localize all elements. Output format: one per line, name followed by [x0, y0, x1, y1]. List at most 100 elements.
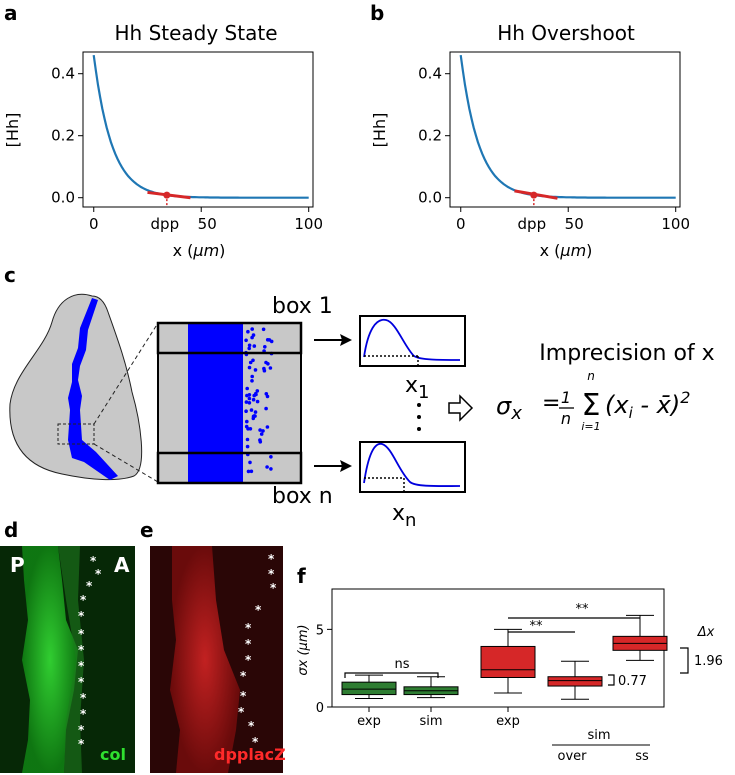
hh-gradient-curve [92, 54, 309, 199]
cell-dot [244, 400, 249, 404]
wing-disc-dpp-stripe [68, 298, 118, 480]
panel-c-schematic: c box 1 box n x1 xn [4, 263, 715, 531]
panel-e-dpplacz-image: e ************ dpplacZ [140, 518, 286, 773]
dpplacz-caption: dpplacZ [214, 745, 286, 764]
boundary-star: * [268, 552, 275, 566]
box-dpp-sim-over [547, 676, 603, 687]
x-axis-label: x (μm) [173, 241, 226, 260]
ellipsis-dot [417, 427, 421, 431]
cell-dot [251, 397, 256, 402]
cell-dot [245, 437, 250, 442]
cell-dot [253, 414, 257, 418]
boundary-star: * [245, 653, 252, 667]
boundary-star: * [245, 637, 252, 651]
ss-label: ss [635, 749, 649, 764]
box-dpp-exp [480, 645, 536, 679]
plot-frame [449, 51, 681, 208]
boundary-star: * [78, 643, 85, 657]
x-tick-label: exp [357, 714, 381, 729]
box-1-label: box 1 [272, 294, 333, 319]
boundary-star: * [245, 621, 252, 635]
box-col-exp [341, 681, 397, 696]
delta-small-value: 0.77 [618, 674, 647, 689]
cell-dot [269, 339, 274, 344]
boundary-star: * [252, 735, 259, 749]
cell-dot [247, 346, 251, 351]
delta-value: 1.96 [694, 654, 723, 669]
zoom-region-box [57, 423, 95, 445]
cell-dot [247, 365, 252, 370]
cell-dot [245, 444, 250, 449]
x-tick-label: sim [419, 714, 442, 729]
boundary-star: * [248, 719, 255, 733]
panel-b-hh-overshoot: b Hh Overshoot 0.0 0.2 0.4 0 50 100 dpp [Hh] x… [370, 1, 690, 260]
cell-dot [261, 429, 265, 433]
plot-frame [82, 51, 314, 208]
boundary-star: * [78, 627, 85, 641]
profile-box-1 [359, 315, 466, 367]
inset-blue-stripe [188, 324, 243, 482]
cell-dot [245, 386, 249, 391]
boundary-star: * [240, 669, 247, 683]
cell-dot [248, 360, 253, 365]
ellipsis-dot [417, 415, 421, 419]
hh-gradient-curve [459, 54, 676, 199]
cell-dot [252, 344, 257, 348]
cell-dot [247, 343, 252, 348]
boundary-star: * [95, 567, 102, 581]
panel-letter-b: b [370, 1, 384, 25]
profile-curve-1 [363, 319, 461, 361]
cell-dot [245, 419, 249, 424]
formula-frac-den: n [561, 409, 571, 428]
y-tick-label: 0.0 [51, 189, 75, 207]
x1-label: x1 [405, 373, 429, 403]
col-expression-fade [58, 546, 84, 773]
boundary-star: * [80, 707, 87, 721]
boundary-star: * [80, 691, 87, 705]
cell-dot [255, 389, 260, 393]
cell-dot [249, 408, 254, 412]
ellipsis-dot [417, 403, 421, 407]
formula-sum-top: n [587, 369, 595, 383]
profile-curve-n [363, 443, 461, 487]
cell-dot [258, 438, 262, 442]
sig-1-label: ** [530, 619, 544, 634]
sim-group-label: sim [587, 728, 610, 743]
y-tick-label: 5 [316, 623, 324, 638]
y-axis-label: [Hh] [370, 113, 389, 148]
panel-letter-e: e [140, 518, 154, 542]
delta-x-label: Δx [697, 625, 715, 640]
cell-dot [252, 393, 256, 398]
y-tick-label: 0 [316, 701, 324, 716]
col-caption: col [100, 745, 126, 764]
cell-dot [269, 467, 273, 471]
boundary-star: * [86, 579, 93, 593]
x-axis-label: x (μm) [540, 241, 593, 260]
panel-letter-f: f [297, 564, 306, 588]
cell-dot [265, 465, 269, 469]
cell-dot [250, 335, 254, 340]
panel-letter-c: c [4, 263, 16, 287]
boundary-star: * [78, 675, 85, 689]
delta-bracket-large [680, 647, 689, 674]
cell-dot [258, 428, 262, 432]
cell-dot [265, 394, 270, 399]
cell-dot [263, 345, 267, 349]
y-tick-label: 0.0 [418, 189, 442, 207]
imprecision-title: Imprecision of x [539, 341, 714, 366]
formula-sum: Σ [582, 388, 601, 423]
boundary-stars: ************* [78, 554, 102, 751]
cell-dot [251, 358, 255, 363]
cell-dot [248, 427, 253, 431]
sample-box-n [156, 451, 303, 485]
cell-dot [265, 425, 270, 429]
cell-dot [253, 368, 258, 372]
panel-d-col-image: d ************* P A col [0, 518, 135, 773]
cell-dot [269, 455, 273, 459]
dpp-point [163, 191, 171, 199]
boundary-star: * [268, 567, 275, 581]
boundary-star: * [80, 593, 87, 607]
formula-term: (xi - x̄)2 [605, 388, 690, 422]
panel-a-hh-steady-state: a Hh Steady State 0.0 0.2 0.4 0 50 100 dpp [Hh… [3, 1, 323, 260]
